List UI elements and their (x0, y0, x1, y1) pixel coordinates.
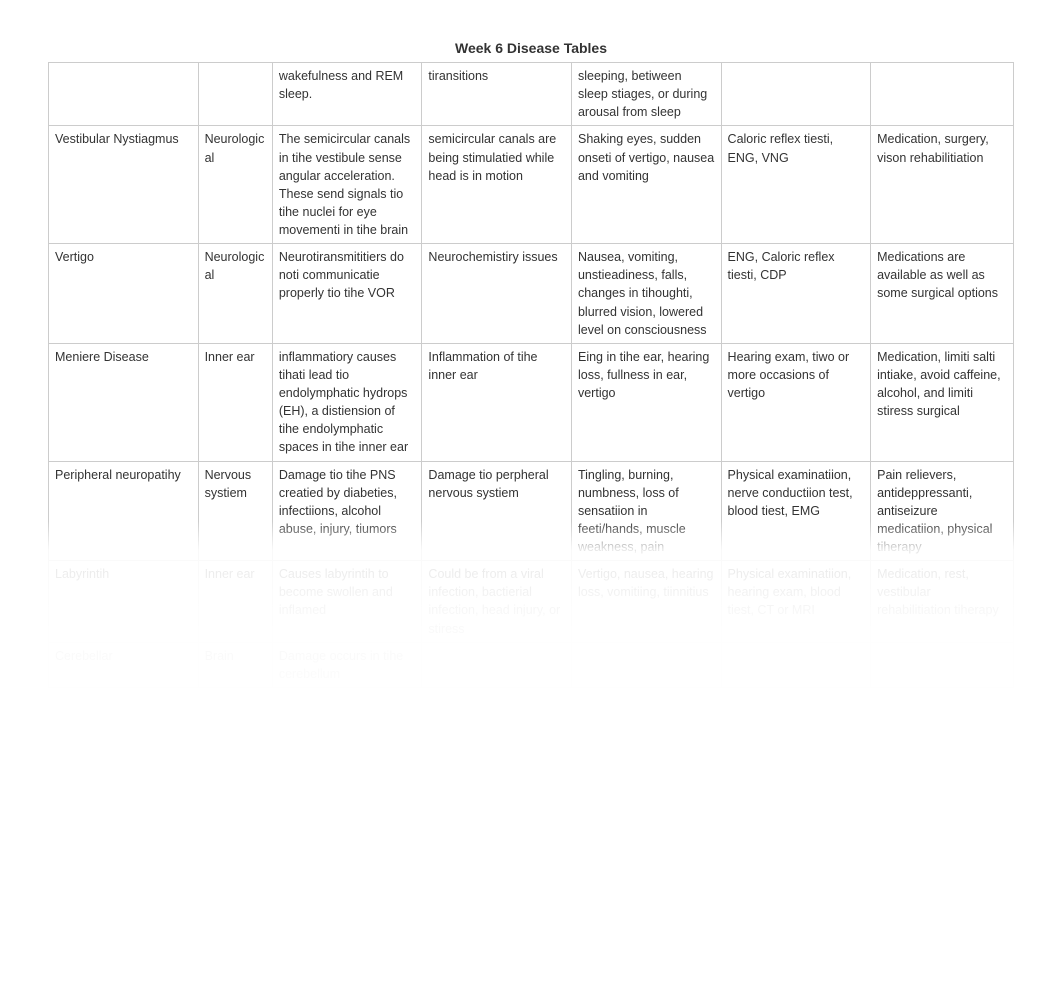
table-cell: Vertigo, nausea, hearing loss, vomitiing… (571, 561, 721, 643)
table-cell: Brain (198, 642, 272, 687)
table-cell: Tingling, burning, numbness, loss of sen… (571, 461, 721, 561)
table-cell: Inflammation of tihe inner ear (422, 343, 572, 461)
table-cell: semicircular canals are being stimulatie… (422, 126, 572, 244)
table-cell: Damage occurs in tihe cerebellum (272, 642, 422, 687)
table-cell: wakefulness and REM sleep. (272, 63, 422, 126)
table-cell: Physical examinatiion, hearing exam, blo… (721, 561, 871, 643)
table-cell: Inner ear (198, 343, 272, 461)
table-cell: The semicircular canals in tihe vestibul… (272, 126, 422, 244)
table-row: Peripheral neuropatihyNervous systiemDam… (49, 461, 1014, 561)
table-cell: Cerebellar (49, 642, 199, 687)
table-row: LabyrintihInner earCauses labyrintih to … (49, 561, 1014, 643)
table-cell: Inner ear (198, 561, 272, 643)
table-cell: Physical examinatiion, nerve conductiion… (721, 461, 871, 561)
table-cell: Medications are available as well as som… (871, 244, 1014, 344)
table-cell: Caloric reflex tiesti, ENG, VNG (721, 126, 871, 244)
table-cell (422, 642, 572, 687)
table-cell (871, 63, 1014, 126)
table-cell: Eing in tihe ear, hearing loss, fullness… (571, 343, 721, 461)
table-cell: Neurological (198, 126, 272, 244)
table-cell: Pain relievers, antideppressanti, antise… (871, 461, 1014, 561)
table-row: Vestibular NystiagmusNeurologicalThe sem… (49, 126, 1014, 244)
table-cell: Hearing exam, tiwo or more occasions of … (721, 343, 871, 461)
disease-table: wakefulness and REM sleep.tiransitionssl… (48, 62, 1014, 688)
table-cell (721, 63, 871, 126)
table-cell: Medication, rest, vestibular rehabilitia… (871, 561, 1014, 643)
table-cell (721, 642, 871, 687)
table-cell: Causes labyrintih to become swollen and … (272, 561, 422, 643)
table-cell: Meniere Disease (49, 343, 199, 461)
table-cell: Could be from a viral infection, bactier… (422, 561, 572, 643)
table-cell: Damage tio tihe PNS creatied by diabetie… (272, 461, 422, 561)
table-cell: Medication, surgery, vison rehabilitiati… (871, 126, 1014, 244)
table-cell: Damage tio perpheral nervous systiem (422, 461, 572, 561)
table-cell: Neurotiransmititiers do noti communicati… (272, 244, 422, 344)
table-cell: Neurological (198, 244, 272, 344)
table-cell: sleeping, betiween sleep stiages, or dur… (571, 63, 721, 126)
table-cell: Neurochemistiry issues (422, 244, 572, 344)
table-row: Meniere DiseaseInner earinflammatiory ca… (49, 343, 1014, 461)
table-cell: Labyrintih (49, 561, 199, 643)
table-cell: Vestibular Nystiagmus (49, 126, 199, 244)
table-cell (49, 63, 199, 126)
table-row: VertigoNeurologicalNeurotiransmititiers … (49, 244, 1014, 344)
table-cell: Medication, limiti salti intiake, avoid … (871, 343, 1014, 461)
table-cell (198, 63, 272, 126)
table-cell: Nervous systiem (198, 461, 272, 561)
page-title: Week 6 Disease Tables (48, 40, 1014, 56)
table-cell (571, 642, 721, 687)
table-cell: ENG, Caloric reflex tiesti, CDP (721, 244, 871, 344)
table-row: wakefulness and REM sleep.tiransitionssl… (49, 63, 1014, 126)
table-row: CerebellarBrainDamage occurs in tihe cer… (49, 642, 1014, 687)
table-cell (871, 642, 1014, 687)
table-cell: inflammatiory causes tihati lead tio end… (272, 343, 422, 461)
table-cell: Nausea, vomiting, unstieadiness, falls, … (571, 244, 721, 344)
table-cell: Vertigo (49, 244, 199, 344)
table-cell: Shaking eyes, sudden onseti of vertigo, … (571, 126, 721, 244)
table-cell: tiransitions (422, 63, 572, 126)
table-cell: Peripheral neuropatihy (49, 461, 199, 561)
